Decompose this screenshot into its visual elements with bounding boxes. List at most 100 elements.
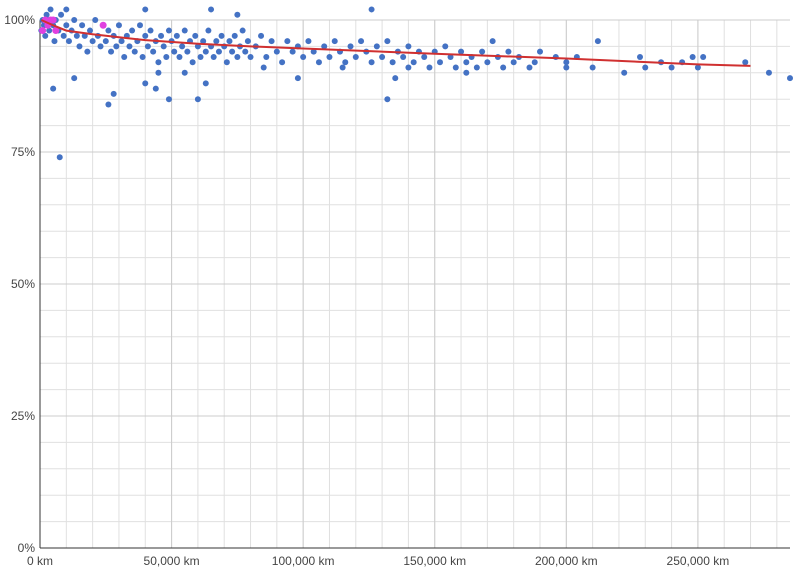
data-point xyxy=(51,38,58,45)
data-point xyxy=(405,64,412,71)
data-point xyxy=(181,27,188,34)
data-point xyxy=(263,53,270,60)
highlight-point xyxy=(39,27,47,35)
data-point xyxy=(60,32,67,39)
data-point xyxy=(229,48,236,55)
data-point xyxy=(479,48,486,55)
data-point xyxy=(260,64,267,71)
data-point xyxy=(231,32,238,39)
data-point xyxy=(84,48,91,55)
data-point xyxy=(147,27,154,34)
data-point xyxy=(765,69,772,76)
data-point xyxy=(500,64,507,71)
data-point xyxy=(194,96,201,103)
data-point xyxy=(742,59,749,66)
data-point xyxy=(189,59,196,66)
data-point xyxy=(155,69,162,76)
data-point xyxy=(458,48,465,55)
y-tick-label: 50% xyxy=(11,277,35,291)
data-point xyxy=(208,6,215,13)
axes xyxy=(39,20,790,549)
data-point xyxy=(137,22,143,29)
data-point xyxy=(637,53,643,60)
data-point xyxy=(89,38,96,45)
x-tick-label: 0 km xyxy=(27,554,53,568)
data-point xyxy=(537,48,543,55)
data-point xyxy=(358,38,365,45)
data-point xyxy=(352,53,359,60)
data-point xyxy=(447,53,454,60)
data-point xyxy=(484,59,491,66)
data-point xyxy=(442,43,449,50)
data-point xyxy=(200,38,207,45)
data-point xyxy=(347,43,354,50)
data-point xyxy=(71,17,78,23)
highlight-point xyxy=(49,16,57,24)
data-point xyxy=(463,69,470,76)
trend-line xyxy=(40,19,751,67)
data-point xyxy=(215,48,222,55)
data-point xyxy=(379,53,386,60)
data-point xyxy=(160,43,167,50)
data-point xyxy=(279,59,286,66)
data-point xyxy=(342,59,349,66)
data-point xyxy=(97,43,104,50)
data-point xyxy=(213,38,220,45)
data-point xyxy=(368,59,375,66)
data-point xyxy=(102,38,109,45)
data-point xyxy=(43,11,50,18)
data-point xyxy=(105,27,112,34)
data-point xyxy=(165,27,172,34)
data-point xyxy=(326,53,333,60)
data-point xyxy=(42,32,49,39)
data-point xyxy=(589,64,596,71)
data-point xyxy=(108,48,115,55)
data-point xyxy=(158,32,165,39)
highlight-point xyxy=(52,27,60,35)
x-tick-label: 50,000 km xyxy=(144,554,200,568)
data-point xyxy=(239,27,246,34)
data-point xyxy=(510,59,517,66)
y-tick-label: 75% xyxy=(11,145,35,159)
data-point xyxy=(384,38,391,45)
data-point xyxy=(689,53,696,60)
data-point xyxy=(129,27,136,34)
data-point xyxy=(73,32,80,39)
data-point xyxy=(152,85,159,92)
data-point xyxy=(700,53,707,60)
data-point xyxy=(50,85,57,92)
x-tick-label: 250,000 km xyxy=(667,554,730,568)
data-point xyxy=(452,64,459,71)
data-point xyxy=(339,64,346,71)
data-point xyxy=(131,48,138,55)
data-point xyxy=(305,38,312,45)
data-point xyxy=(389,59,396,66)
y-tick-label: 25% xyxy=(11,409,35,423)
data-point xyxy=(315,59,322,66)
data-point xyxy=(563,64,570,71)
data-point xyxy=(473,64,480,71)
data-point xyxy=(56,154,63,161)
y-tick-label: 0% xyxy=(18,541,36,555)
data-point xyxy=(202,48,209,55)
data-point xyxy=(202,80,209,87)
data-point xyxy=(437,59,443,66)
data-point xyxy=(373,43,380,50)
data-point xyxy=(489,38,496,45)
data-point xyxy=(268,38,275,45)
data-point xyxy=(194,43,201,50)
data-point xyxy=(787,75,793,82)
data-point xyxy=(368,6,375,13)
data-point xyxy=(165,96,172,103)
data-point xyxy=(668,64,675,71)
data-point xyxy=(244,38,251,45)
data-point xyxy=(426,64,433,71)
data-point xyxy=(331,38,338,45)
data-point xyxy=(258,32,265,39)
data-point xyxy=(105,101,112,108)
data-point xyxy=(115,22,122,29)
data-point xyxy=(181,69,188,76)
data-point xyxy=(197,53,204,60)
data-point xyxy=(79,22,86,29)
data-point xyxy=(694,64,701,71)
